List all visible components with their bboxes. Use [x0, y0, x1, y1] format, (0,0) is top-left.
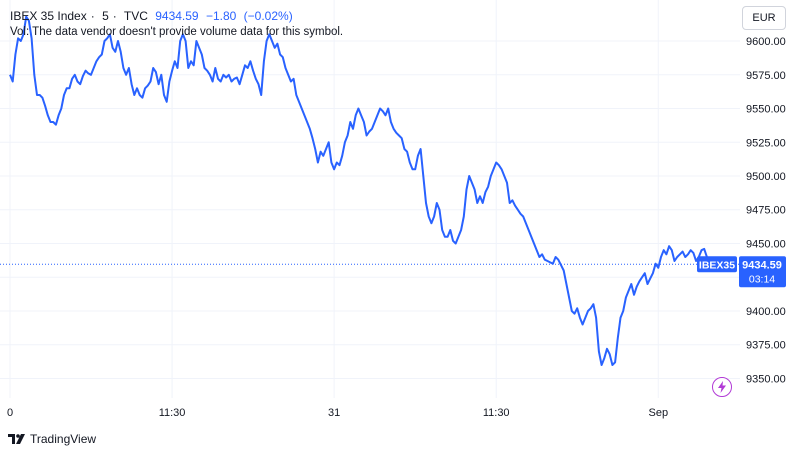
x-tick-label: 11:30 — [159, 407, 186, 419]
y-tick-label: 9575.00 — [746, 70, 786, 82]
y-axis: 9350.009375.009400.009425.009450.009475.… — [746, 36, 786, 385]
tradingview-icon — [8, 434, 25, 444]
last-value: 9434.59 — [155, 9, 199, 23]
grid — [0, 0, 740, 398]
x-tick-label: 31 — [328, 407, 340, 419]
price-tag-value: 9434.59 — [742, 259, 782, 271]
chart-header: IBEX 35 Index · 5 · TVC 9434.59 −1.80 (−0.… — [10, 9, 293, 23]
price-tag: IBEX35 9434.59 03:14 — [697, 256, 786, 288]
x-tick-label: 0 — [7, 407, 13, 419]
y-tick-label: 9450.00 — [746, 238, 786, 250]
lightning-icon[interactable] — [712, 377, 732, 397]
volume-note: Vol: The data vendor doesn't provide vol… — [10, 26, 344, 38]
y-tick-label: 9475.00 — [746, 205, 786, 217]
y-tick-label: 9550.00 — [746, 104, 786, 116]
symbol-title[interactable]: IBEX 35 Index — [10, 9, 87, 23]
y-tick-label: 9600.00 — [746, 36, 786, 48]
brand-name: TradingView — [30, 432, 97, 446]
symbol-tag-bg — [697, 256, 737, 273]
y-tick-label: 9400.00 — [746, 306, 786, 318]
y-tick-label: 9375.00 — [746, 340, 786, 352]
change-percent: (−0.02%) — [243, 9, 293, 23]
price-tag-countdown: 03:14 — [749, 273, 775, 285]
x-tick-label: Sep — [648, 407, 668, 419]
y-tick-label: 9500.00 — [746, 171, 786, 183]
interval[interactable]: 5 — [102, 9, 109, 23]
y-tick-label: 9525.00 — [746, 137, 786, 149]
price-tag-bg — [739, 256, 786, 288]
tradingview-logo[interactable]: TradingView — [8, 432, 96, 446]
currency-button[interactable]: EUR — [742, 6, 786, 30]
data-source: TVC — [123, 9, 148, 23]
series-line — [9, 15, 716, 366]
symbol-tag-label: IBEX35 — [699, 259, 735, 271]
y-tick-label: 9350.00 — [746, 373, 786, 385]
x-tick-label: 11:30 — [483, 407, 510, 419]
change-value: −1.80 — [205, 9, 237, 23]
